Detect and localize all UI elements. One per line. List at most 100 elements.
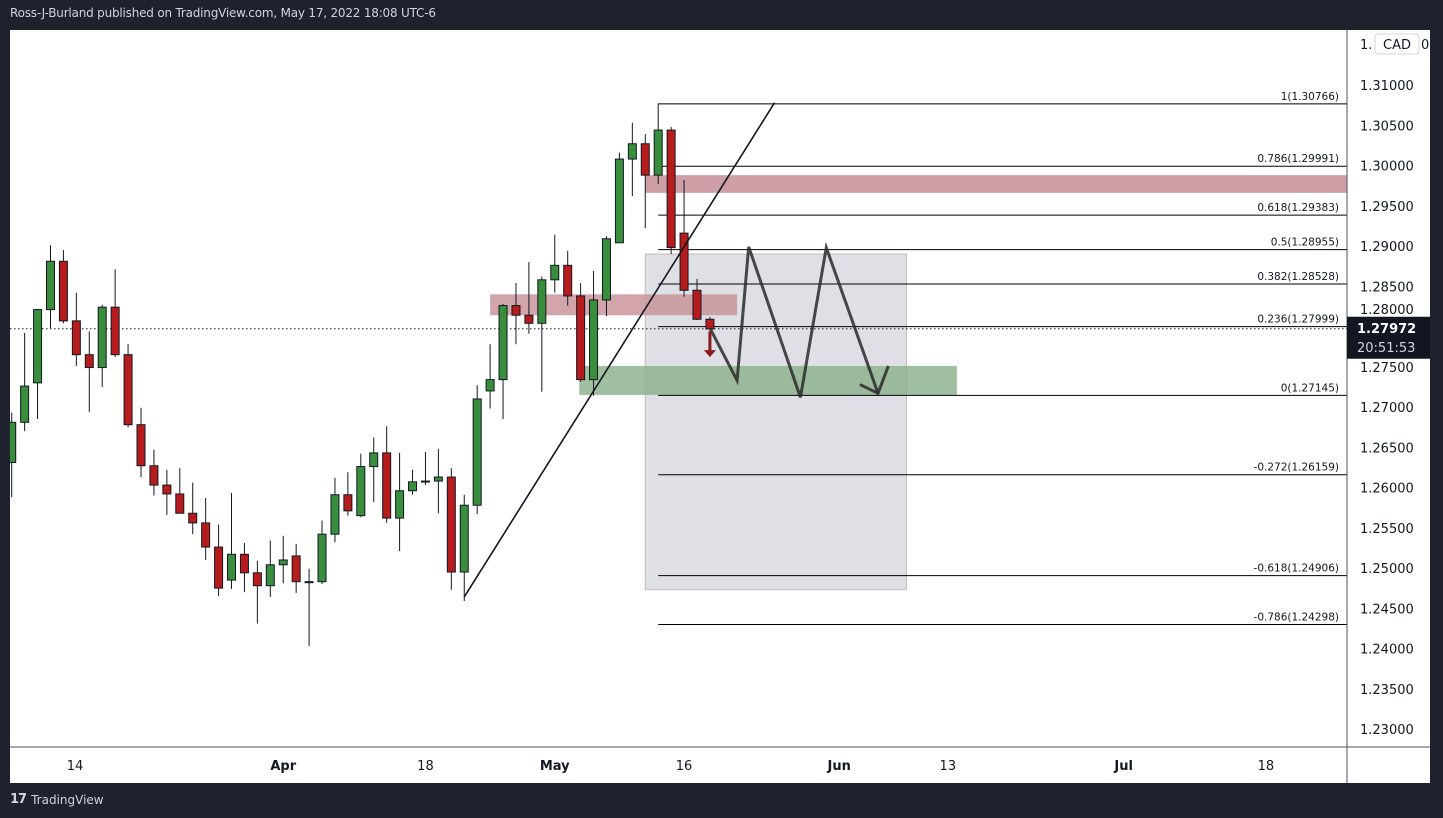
candle-body-up: [537, 279, 547, 324]
resistance-zone-upper: [645, 175, 1347, 193]
candle-body-up: [265, 564, 275, 587]
fib-level-label: -0.786(1.24298): [1254, 612, 1339, 624]
candle: [162, 469, 172, 515]
candle-body-down: [666, 129, 676, 249]
candle: [343, 472, 353, 516]
candle: [317, 520, 327, 585]
candlestick-chart[interactable]: 1(1.30766) 0.786(1.29991) 0.618(1.29383) 0.…: [10, 30, 1430, 783]
candle: [175, 468, 185, 514]
candle-body-down: [175, 493, 185, 514]
trendline: [463, 102, 776, 598]
candle: [265, 540, 275, 597]
candle-body-up: [395, 490, 405, 519]
candle-body-up: [498, 305, 508, 381]
candle: [420, 452, 430, 486]
candle: [45, 245, 55, 329]
candle-body-up: [45, 260, 55, 311]
candle: [123, 344, 133, 428]
candle-body-up: [653, 129, 663, 176]
publish-info: Ross-J-Burland published on TradingView.…: [10, 6, 436, 20]
fib-level-label: -0.618(1.24906): [1254, 563, 1339, 575]
candle-body-down: [640, 143, 650, 176]
candle-body-down: [149, 465, 159, 486]
candle-body-down: [291, 555, 301, 583]
price-tick-label: 1.25500: [1360, 522, 1414, 537]
candle: [433, 448, 443, 514]
candle: [33, 308, 43, 420]
support-zone: [579, 365, 957, 395]
candle-body-down: [382, 452, 392, 519]
candle-body-up: [10, 421, 17, 464]
candle: [640, 134, 650, 229]
candle: [356, 453, 366, 518]
price-tick-label-partial: 1.: [1360, 38, 1372, 53]
candle-body-down: [511, 305, 521, 316]
candle-body-down: [214, 546, 224, 589]
candle: [627, 122, 637, 197]
candle: [97, 304, 107, 387]
candle: [304, 568, 314, 647]
candle: [692, 279, 702, 321]
time-tick-label: 18: [1258, 759, 1275, 774]
price-tick-label: 1.31000: [1360, 79, 1414, 94]
candle-body-up: [356, 466, 366, 517]
footer-brand[interactable]: 17 TradingView: [10, 792, 104, 807]
candle-body-down: [343, 494, 353, 512]
candle: [149, 449, 159, 496]
candle: [84, 331, 94, 412]
resistance-zone-middle: [490, 294, 738, 316]
candle-body-up: [601, 238, 611, 301]
candle-body-down: [524, 314, 534, 324]
candle-body-down: [201, 522, 211, 548]
price-tick-label: 1.24500: [1360, 602, 1414, 617]
candle-body-up: [369, 452, 379, 468]
brand-name: TradingView: [31, 792, 104, 807]
bar-countdown-label: 20:51:53: [1357, 341, 1415, 356]
plot-area: [10, 102, 1347, 647]
candle-body-up: [433, 476, 443, 482]
time-tick-label: 16: [676, 759, 693, 774]
candle-body-down: [162, 484, 172, 495]
time-tick-label: May: [540, 759, 570, 774]
time-tick-label: Jun: [827, 759, 851, 774]
candle-body-down: [110, 306, 120, 356]
currency-badge-label[interactable]: CAD: [1383, 38, 1411, 53]
price-tick-label: 1.29000: [1360, 240, 1414, 255]
candle: [446, 468, 456, 590]
tradingview-logo-icon: 17: [10, 792, 27, 807]
candle-body-down: [84, 354, 94, 369]
candle-body-down: [563, 264, 573, 297]
fib-level-label: 0(1.27145): [1281, 382, 1339, 394]
candle: [459, 494, 469, 602]
price-tick-label: 1.30500: [1360, 119, 1414, 134]
candle-body-down: [123, 354, 133, 426]
candle: [550, 234, 560, 293]
candle: [252, 560, 262, 624]
fib-level-label: 1(1.30766): [1281, 91, 1339, 103]
candle: [214, 524, 224, 597]
time-tick-label: Jul: [1113, 759, 1133, 774]
candle-body-up: [317, 533, 327, 583]
down-arrow-icon: [703, 350, 716, 358]
current-price-badge: [1347, 316, 1430, 359]
time-tick-label: 13: [940, 759, 957, 774]
chart-panel[interactable]: 1(1.30766) 0.786(1.29991) 0.618(1.29383) 0.…: [10, 30, 1430, 783]
fib-level-label: 0.786(1.29991): [1257, 153, 1339, 165]
candle-body-up: [330, 494, 340, 535]
candle: [369, 437, 379, 502]
candle: [71, 292, 81, 366]
candle-body-up: [459, 504, 469, 573]
price-tick-label: 1.29500: [1360, 200, 1414, 215]
candle: [666, 126, 676, 255]
candle-body-up: [227, 553, 237, 581]
time-tick-label: Apr: [270, 759, 296, 774]
candle-body-down: [58, 260, 68, 322]
price-tick-label: 1.26500: [1360, 441, 1414, 456]
candle: [188, 482, 198, 535]
candle: [201, 497, 211, 560]
candle: [537, 276, 547, 392]
fib-level-label: 0.382(1.28528): [1257, 271, 1339, 283]
candle-body-down: [71, 320, 81, 356]
time-tick-label: 18: [417, 759, 434, 774]
price-tick-label: 1.28500: [1360, 280, 1414, 295]
